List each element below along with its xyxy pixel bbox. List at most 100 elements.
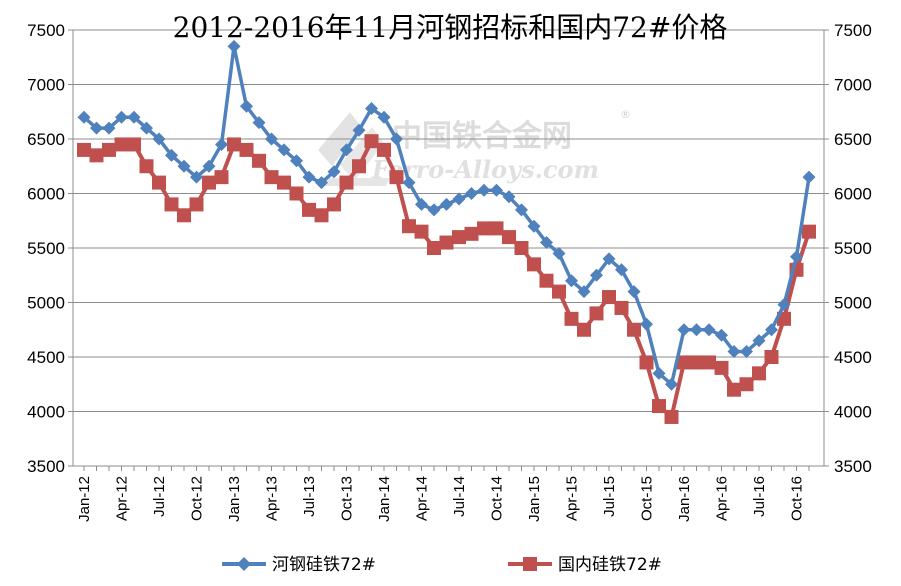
data-point-square xyxy=(802,224,816,239)
data-point-diamond xyxy=(715,328,728,342)
legend-square-marker xyxy=(523,557,537,571)
x-tick-label: Jul-16 xyxy=(751,476,768,517)
data-point-diamond xyxy=(490,183,503,197)
data-point-diamond xyxy=(202,159,216,173)
y-tick-label-left: 6000 xyxy=(27,185,65,204)
y-tick-label-right: 6000 xyxy=(834,185,872,204)
data-point-diamond xyxy=(315,176,328,190)
data-point-diamond xyxy=(127,110,141,124)
data-point-diamond xyxy=(440,197,453,211)
data-point-square xyxy=(502,230,516,245)
data-point-square xyxy=(652,399,666,414)
data-point-square xyxy=(452,230,466,245)
data-point-diamond xyxy=(652,366,666,380)
data-point-diamond xyxy=(90,121,103,135)
data-point-diamond xyxy=(452,192,466,206)
data-point-diamond xyxy=(690,323,703,337)
data-point-square xyxy=(414,224,429,239)
data-point-diamond xyxy=(615,263,628,277)
data-point-square xyxy=(314,208,329,223)
data-point-square xyxy=(602,290,616,305)
data-point-square xyxy=(289,186,304,201)
y-tick-label-left: 7500 xyxy=(27,21,65,40)
y-tick-label-right: 5000 xyxy=(834,294,872,313)
y-tick-label-left: 4000 xyxy=(27,403,65,422)
data-point-diamond xyxy=(477,183,491,197)
y-axis-right-labels: 3500 4000 4500 5000 5500 6000 6500 7000 7500 xyxy=(834,21,872,476)
data-point-square xyxy=(739,377,754,392)
x-tick-label: Jul-15 xyxy=(601,476,618,517)
x-tick-label: Jan-16 xyxy=(676,476,693,522)
data-point-square xyxy=(427,241,441,255)
x-tick-label: Jan-12 xyxy=(76,476,93,522)
data-point-diamond xyxy=(640,317,653,331)
data-point-square xyxy=(102,142,116,157)
data-point-diamond xyxy=(402,176,416,190)
data-point-square xyxy=(589,306,604,321)
data-point-square xyxy=(139,159,154,174)
data-point-square xyxy=(189,197,204,212)
data-point-square xyxy=(439,235,454,250)
data-point-diamond xyxy=(152,132,166,146)
data-point-square xyxy=(727,382,741,397)
series-domestic-72 xyxy=(77,134,816,424)
x-tick-label: Apr-15 xyxy=(564,476,581,521)
y-tick-label-left: 4500 xyxy=(27,348,65,367)
data-point-square xyxy=(552,284,566,299)
data-point-square xyxy=(627,322,641,337)
data-point-square xyxy=(277,175,291,190)
x-tick-label: Apr-14 xyxy=(414,476,431,521)
data-point-square xyxy=(152,175,166,190)
x-tick-label: Jan-15 xyxy=(526,476,543,522)
data-point-square xyxy=(352,159,366,174)
data-point-diamond xyxy=(427,203,441,217)
data-point-diamond xyxy=(327,165,341,179)
x-tick-label: Oct-12 xyxy=(189,476,206,521)
y-tick-label-right: 7500 xyxy=(834,21,872,40)
data-point-diamond xyxy=(465,187,478,200)
y-axis-left-labels: 3500 4000 4500 5000 5500 6000 6500 7000 7500 xyxy=(27,21,65,476)
data-point-diamond xyxy=(102,121,116,135)
legend-item: 国内硅铁72# xyxy=(508,555,662,575)
data-point-square xyxy=(389,170,404,185)
chart-title: 2012-2016年11月河钢招标和国内72#价格 xyxy=(173,11,728,44)
data-point-diamond xyxy=(577,285,591,299)
data-point-diamond xyxy=(540,236,553,250)
data-point-diamond xyxy=(677,323,691,337)
data-point-diamond xyxy=(765,323,778,337)
data-point-square xyxy=(714,360,729,375)
x-tick-label: Oct-13 xyxy=(339,476,356,521)
x-tick-label: Oct-15 xyxy=(639,476,656,521)
data-point-square xyxy=(527,257,541,272)
x-tick-label: Apr-16 xyxy=(714,476,731,521)
y-tick-label-left: 3500 xyxy=(27,457,65,476)
data-point-diamond xyxy=(352,123,366,137)
x-tick-label: Jul-13 xyxy=(301,476,318,517)
data-point-square xyxy=(752,366,766,381)
data-point-square xyxy=(77,142,91,157)
x-tick-label: Apr-13 xyxy=(264,476,281,521)
y-tick-label-left: 6500 xyxy=(27,130,65,149)
data-point-diamond xyxy=(390,132,403,146)
data-point-square xyxy=(339,175,354,190)
data-point-square xyxy=(489,221,504,236)
data-point-square xyxy=(764,350,779,364)
data-point-diamond xyxy=(340,143,353,157)
data-point-square xyxy=(402,219,416,234)
data-point-square xyxy=(164,197,179,212)
legend-item: 河钢硅铁72# xyxy=(222,555,376,575)
data-point-diamond xyxy=(302,170,316,184)
data-point-square xyxy=(239,142,254,157)
y-tick-label-right: 7000 xyxy=(834,76,872,95)
data-point-square xyxy=(364,134,379,149)
y-tick-label-right: 6500 xyxy=(834,130,872,149)
data-point-diamond xyxy=(527,219,541,233)
data-point-square xyxy=(264,170,279,185)
y-tick-label-left: 5500 xyxy=(27,239,65,258)
watermark-chinese-text: 中国铁合金网 xyxy=(392,119,572,154)
axes xyxy=(68,29,829,471)
data-point-diamond xyxy=(602,252,616,266)
legend-diamond-marker xyxy=(237,557,251,571)
data-point-diamond xyxy=(177,159,191,173)
